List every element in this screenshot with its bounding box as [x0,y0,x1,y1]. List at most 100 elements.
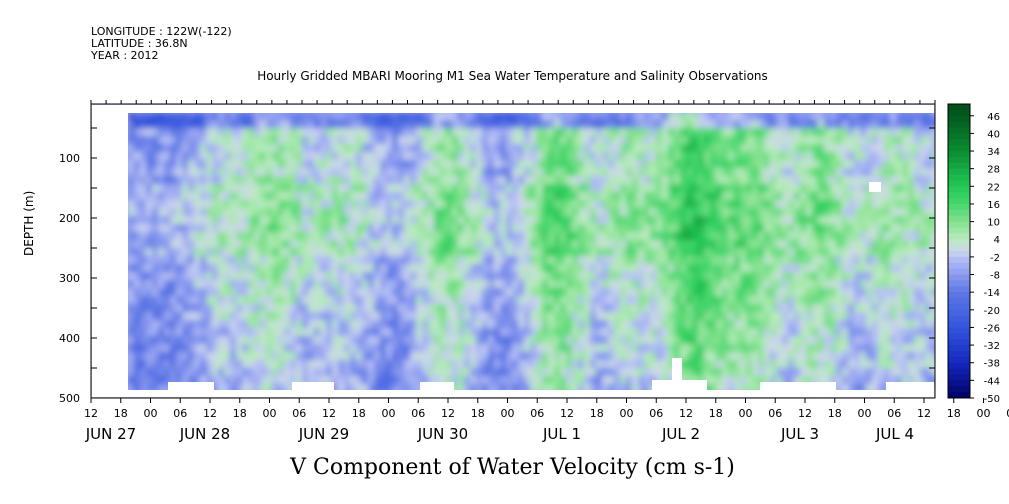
velocity-cell [170,224,177,233]
velocity-cell [482,376,489,385]
velocity-cell [536,112,543,121]
velocity-cell [452,120,459,129]
velocity-cell [788,376,795,385]
velocity-cell [416,336,423,345]
velocity-cell [266,352,273,361]
velocity-cell [230,216,237,225]
velocity-cell [854,376,861,385]
velocity-cell [902,136,909,145]
velocity-cell [938,240,945,249]
velocity-cell [332,352,339,361]
velocity-cell [242,176,249,185]
velocity-cell [518,176,525,185]
velocity-cell [308,264,315,273]
velocity-cell [320,176,327,185]
velocity-cell [182,224,189,233]
velocity-cell [344,112,351,121]
velocity-cell [344,376,351,385]
velocity-cell [758,280,765,289]
velocity-cell [746,248,753,257]
velocity-cell [326,208,333,217]
velocity-cell [404,216,411,225]
velocity-cell [224,280,231,289]
velocity-cell [242,328,249,337]
velocity-cell [278,256,285,265]
velocity-cell [728,376,735,385]
velocity-cell [230,344,237,353]
velocity-cell [584,264,591,273]
velocity-cell [866,112,873,121]
velocity-cell [530,192,537,201]
velocity-cell [656,224,663,233]
velocity-cell [332,184,339,193]
velocity-cell [542,176,549,185]
velocity-cell [416,256,423,265]
velocity-cell [812,232,819,241]
velocity-cell [494,136,501,145]
velocity-cell [428,192,435,201]
velocity-cell [806,168,813,177]
velocity-cell [494,344,501,353]
velocity-cell [290,128,297,137]
velocity-cell [296,184,303,193]
velocity-cell [590,208,597,217]
velocity-cell [932,136,935,145]
velocity-cell [416,360,423,369]
velocity-cell [380,144,387,153]
velocity-cell [290,264,297,273]
velocity-cell [134,328,141,337]
velocity-cell [164,336,171,345]
velocity-cell [152,304,159,313]
velocity-cell [296,192,303,201]
velocity-cell [674,136,681,145]
x-hour-label: 12 [917,407,931,420]
velocity-cell [194,304,201,313]
velocity-cell [440,208,447,217]
velocity-cell [224,264,231,273]
velocity-cell [530,224,537,233]
velocity-cell [890,208,897,217]
velocity-cell [794,208,801,217]
velocity-cell [206,256,213,265]
velocity-cell [488,264,495,273]
velocity-cell [410,224,417,233]
velocity-cell [554,136,561,145]
velocity-cell [236,264,243,273]
velocity-cell [392,328,399,337]
velocity-cell [320,328,327,337]
velocity-cell [932,160,935,169]
velocity-cell [908,160,915,169]
velocity-cell [674,152,681,161]
velocity-cell [422,352,429,361]
velocity-cell [764,240,771,249]
velocity-cell [356,232,363,241]
velocity-cell [464,208,471,217]
velocity-cell [428,152,435,161]
velocity-cell [902,168,909,177]
velocity-cell [188,168,195,177]
velocity-cell [506,304,513,313]
velocity-cell [920,240,927,249]
velocity-cell [254,224,261,233]
velocity-cell [410,160,417,169]
velocity-cell [836,216,843,225]
velocity-cell [716,264,723,273]
velocity-cell [926,168,933,177]
velocity-cell [770,136,777,145]
velocity-cell [824,136,831,145]
velocity-cell [446,120,453,129]
velocity-cell [776,160,783,169]
velocity-cell [416,280,423,289]
velocity-cell [200,120,207,129]
velocity-cell [722,240,729,249]
velocity-cell [416,200,423,209]
velocity-cell [212,232,219,241]
velocity-cell [632,376,639,385]
velocity-cell [254,264,261,273]
velocity-cell [866,208,873,217]
velocity-cell [566,240,573,249]
velocity-cell [770,368,777,377]
velocity-cell [518,136,525,145]
velocity-cell [680,264,687,273]
velocity-cell [212,256,219,265]
